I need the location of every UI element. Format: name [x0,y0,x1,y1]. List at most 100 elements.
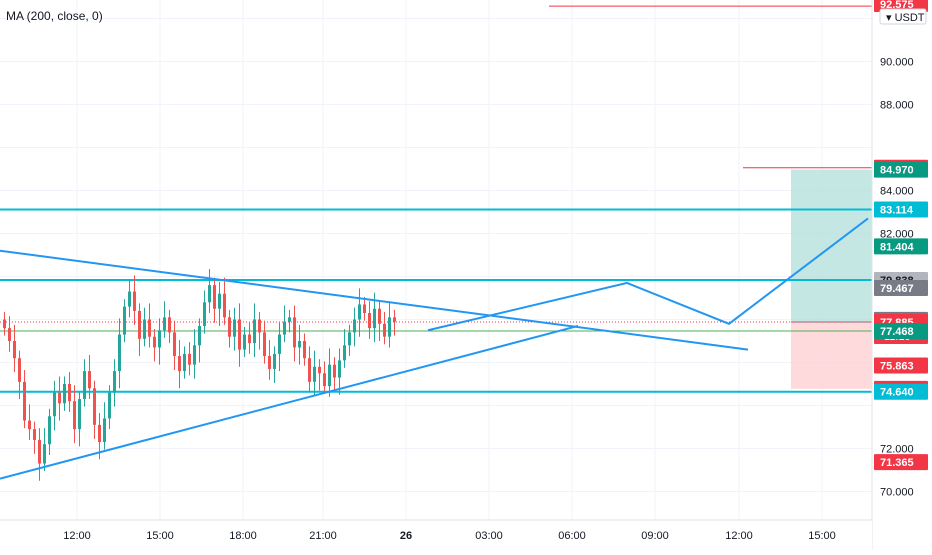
candle-body [98,424,101,443]
candle-body [188,353,191,365]
candle-body [203,302,206,326]
candle-body [263,332,266,357]
candle-body [383,323,386,337]
candle-body [28,420,31,430]
time-axis-label: 26 [400,530,412,542]
candle-body [363,304,366,314]
price-tag [874,238,928,255]
candle-body [8,328,11,341]
candle-body [298,341,301,348]
candle-body [78,399,81,430]
price-tag-label: 74.640 [880,387,914,399]
candle-body [138,310,141,339]
candle-body [253,319,256,344]
candle-body [48,416,51,445]
ma-indicator-label[interactable]: MA (200, close, 0) [6,9,103,23]
currency-badge [879,8,927,25]
time-axis-label: 18:00 [229,530,257,542]
candle-body [358,304,361,320]
candle-body [158,330,161,348]
candle-body [373,308,376,329]
price-tag-label: 75.863 [880,360,914,372]
candle-body [143,319,146,339]
candle-body [68,384,71,402]
candle-body [3,319,6,329]
price-tag [874,161,928,178]
candle-body [343,345,346,361]
candle-body [118,334,121,372]
candle-body [58,392,61,404]
candle-body [293,317,296,348]
candle-body [113,371,116,393]
candle-body [148,319,151,337]
candle-body [258,319,261,333]
price-tag [874,322,928,339]
time-axis-label: 12:00 [725,530,753,542]
candle-body [38,439,41,464]
price-tick-label: 70.000 [880,487,914,499]
candle-body [273,353,276,369]
candle-body [388,317,391,337]
candle-body [18,358,21,382]
candle-body [333,364,336,378]
price-tick-label: 82.000 [880,229,914,241]
time-axis-label: 06:00 [558,530,586,542]
candle-body [33,429,36,440]
candle-body [183,353,186,372]
candle-body [168,317,171,333]
candle-body [228,317,231,337]
candle-body [238,319,241,350]
time-axis-label: 09:00 [641,530,669,542]
candle-body [133,291,136,311]
candle-body [378,308,381,324]
time-axis-label: 21:00 [309,530,337,542]
candle-body [83,371,86,400]
candle-body [313,366,316,382]
candle-body [243,334,246,350]
candle-body [223,293,226,318]
price-tag-label: 84.970 [880,165,914,177]
price-tag [874,201,928,218]
projection-path [427,217,869,332]
price-tag-label: 71.365 [880,457,914,469]
candle-body [163,317,166,331]
candle-body [268,356,271,369]
candle-body [278,334,281,354]
candle-body [323,373,326,387]
price-tag-label: 81.404 [880,241,915,253]
candle-body [318,366,321,374]
price-tick-label: 72.000 [880,444,914,456]
candle-body [248,334,251,344]
candle-body [353,319,356,333]
candle-body [13,341,16,359]
currency-label: ▾ USDT [886,12,925,24]
candle-body [103,418,106,443]
time-axis-label: 15:00 [808,530,836,542]
candle-body [63,384,66,404]
time-axis-label: 03:00 [475,530,503,542]
candle-body [43,444,46,464]
candle-body [303,341,306,359]
candle-body [218,293,221,309]
candle-body [128,291,131,307]
candle-body [73,401,76,430]
time-axis-label: 12:00 [63,530,91,542]
candle-body [23,381,26,421]
candle-body [308,358,311,382]
price-tick-label: 90.000 [880,57,914,69]
candle-body [193,345,196,365]
price-tag [874,279,928,296]
price-tag [874,454,928,471]
time-axis-bg [0,520,872,550]
candle-body [288,317,291,322]
candle-body [123,306,126,335]
candle-body [88,371,91,389]
candle-body [208,285,211,303]
ascending-trendline [0,324,579,480]
price-tag-label: 77.468 [880,326,914,338]
candle-body [328,364,331,387]
candle-body [338,360,341,378]
candle-body [108,392,111,419]
